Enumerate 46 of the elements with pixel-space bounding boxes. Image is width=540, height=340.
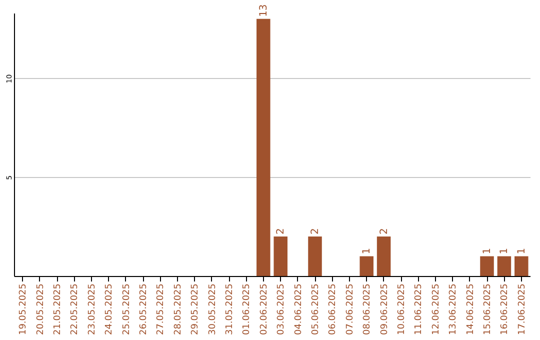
x-tick-label: 23.05.2025 xyxy=(87,284,98,336)
x-tick-label: 10.06.2025 xyxy=(397,284,407,336)
x-tick-label: 03.06.2025 xyxy=(276,284,287,336)
x-tick-label: 17.06.2025 xyxy=(517,284,528,336)
x-tick-label: 14.06.2025 xyxy=(466,284,476,336)
x-tick-label: 21.05.2025 xyxy=(53,284,63,336)
bar xyxy=(360,256,374,276)
x-tick-label: 04.06.2025 xyxy=(294,284,304,336)
x-tick-label: 30.05.2025 xyxy=(208,284,218,336)
x-tick-label: 16.06.2025 xyxy=(500,284,510,336)
x-tick-label: 24.05.2025 xyxy=(104,284,115,336)
x-tick-label: 15.06.2025 xyxy=(483,284,493,336)
data-label: 1 xyxy=(482,248,493,254)
bar xyxy=(480,256,494,276)
x-tick-label: 11.06.2025 xyxy=(414,284,424,336)
x-tick-label: 08.06.2025 xyxy=(362,284,373,336)
bar xyxy=(274,236,288,276)
x-tick-label: 05.06.2025 xyxy=(311,284,321,336)
x-tick-label: 01.06.2025 xyxy=(242,284,252,336)
bar xyxy=(308,236,322,276)
x-tick-label: 12.06.2025 xyxy=(431,284,442,336)
data-label: 1 xyxy=(499,248,510,254)
x-tick-label: 02.06.2025 xyxy=(259,284,270,336)
x-tick-label: 09.06.2025 xyxy=(380,284,390,336)
x-tick-label: 06.06.2025 xyxy=(328,284,338,336)
bar xyxy=(256,18,270,276)
data-label: 13 xyxy=(258,4,270,17)
x-tick-label: 19.05.2025 xyxy=(18,284,29,336)
x-tick-label: 13.06.2025 xyxy=(448,284,459,336)
data-label: 1 xyxy=(362,248,373,254)
data-label: 2 xyxy=(276,228,287,234)
x-tick-label: 22.05.2025 xyxy=(70,284,80,336)
data-label: 1 xyxy=(516,248,528,254)
bar xyxy=(376,236,391,276)
x-tick-label: 07.06.2025 xyxy=(345,284,356,336)
x-tick-label: 26.05.2025 xyxy=(139,284,149,336)
x-tick-label: 28.05.2025 xyxy=(173,284,184,336)
data-label: 2 xyxy=(310,228,321,234)
x-tick-label: 20.05.2025 xyxy=(36,284,46,336)
data-label: 2 xyxy=(378,228,390,234)
x-tick-label: 31.05.2025 xyxy=(225,284,235,336)
x-tick-label: 27.05.2025 xyxy=(156,284,166,336)
bar xyxy=(514,256,528,276)
bar xyxy=(497,256,512,276)
x-tick-label: 25.05.2025 xyxy=(122,284,132,336)
x-tick-label: 29.05.2025 xyxy=(190,284,201,336)
